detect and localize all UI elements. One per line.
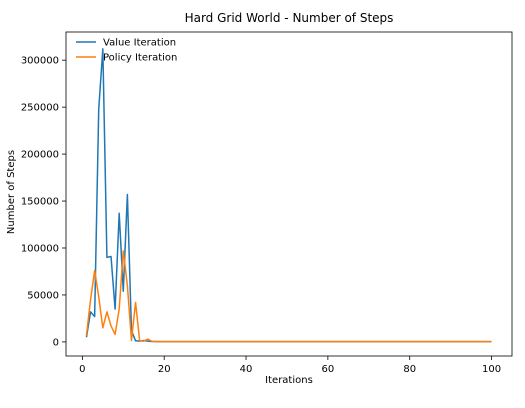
- x-tick-label: 20: [158, 364, 171, 375]
- y-tick-label: 250000: [21, 103, 59, 114]
- plot-frame: [65, 31, 513, 357]
- x-tick-label: 0: [79, 364, 85, 375]
- legend-label-1: Value Iteration: [103, 38, 176, 49]
- series-line-2: [85, 250, 492, 343]
- y-axis-label: Number of Steps: [6, 150, 17, 234]
- legend: Value Iteration Policy Iteration: [76, 38, 177, 64]
- x-tick-label: 40: [240, 364, 253, 375]
- y-tick-label: 100000: [21, 244, 59, 255]
- legend-label-2: Policy Iteration: [103, 53, 177, 64]
- x-tick-label: 100: [482, 364, 501, 375]
- x-tick-label: 80: [403, 364, 416, 375]
- plot-area: 0 20 40 60 80 100 0 50000 100000 150000 200000 2500…: [21, 31, 513, 375]
- x-axis-label: Iterations: [265, 375, 313, 386]
- y-tick-label: 150000: [21, 197, 59, 208]
- y-tick-label: 300000: [21, 56, 59, 67]
- chart-title: Hard Grid World - Number of Steps: [185, 11, 394, 25]
- y-tick-label: 50000: [27, 290, 59, 301]
- y-tick-label: 200000: [21, 150, 59, 161]
- x-tick-label: 60: [322, 364, 335, 375]
- y-tick-label: 0: [53, 337, 59, 348]
